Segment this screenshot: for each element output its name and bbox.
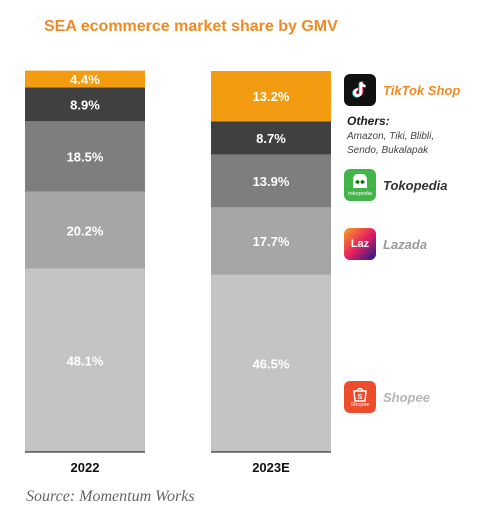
category-label-2023e: 2023E: [252, 460, 290, 475]
legend-item-others: Others: Amazon, Tiki, Blibli, Sendo, Buk…: [347, 114, 467, 158]
lazada-logo-text: Laz: [350, 238, 370, 250]
legend-label-tiktok: TikTok Shop: [383, 82, 461, 98]
legend-item-tokopedia: tokopedia Tokopedia: [344, 169, 448, 201]
legend-label-tokopedia: Tokopedia: [383, 177, 448, 193]
legend-label-lazada: Lazada: [383, 236, 428, 252]
bar-segment-tokopedia-2023e: [211, 154, 331, 208]
data-label: 46.5%: [253, 356, 290, 371]
category-label-2022: 2022: [71, 460, 100, 475]
bar-segment-tokopedia-2022: [25, 121, 145, 192]
tiktok-logo-icon: [344, 74, 376, 106]
data-label: 13.9%: [253, 174, 290, 189]
lazada-logo-icon: Laz: [344, 228, 376, 260]
legend-others-description: Amazon, Tiki, Blibli, Sendo, Bukalapak: [347, 131, 435, 156]
legend-item-tiktok: TikTok Shop: [344, 74, 460, 106]
data-label: 17.7%: [253, 234, 290, 249]
data-label: 8.7%: [256, 131, 286, 146]
legend-item-shopee: S Shopee Shopee: [344, 381, 430, 413]
bar-segment-shopee-2022: [25, 268, 145, 452]
legend-label-shopee: Shopee: [383, 389, 430, 405]
data-label: 18.5%: [67, 150, 104, 165]
bar-segment-lazada-2023e: [211, 207, 331, 275]
data-label: 48.1%: [67, 353, 104, 368]
tokopedia-logo-icon: tokopedia: [344, 169, 376, 201]
bar-segment-tiktok-shop-2022: [25, 70, 145, 88]
tokopedia-logo-text: tokopedia: [348, 190, 372, 197]
bar-segment-others-2022: [25, 87, 145, 122]
source-note: Source: Momentum Works: [26, 488, 195, 505]
data-label: 8.9%: [70, 97, 100, 112]
legend-item-lazada: Laz Lazada: [344, 228, 427, 260]
svg-text:S: S: [358, 394, 363, 401]
shopee-logo-icon: S Shopee: [344, 381, 376, 413]
bar-segment-tiktok-shop-2023e: [211, 71, 331, 122]
bar-segment-others-2023e: [211, 121, 331, 155]
bar-segment-shopee-2023e: [211, 274, 331, 452]
data-label: 4.4%: [70, 72, 100, 87]
data-label: 13.2%: [253, 89, 290, 104]
chart-title: SEA ecommerce market share by GMV: [44, 18, 338, 35]
shopee-logo-text: Shopee: [350, 402, 370, 408]
legend-label-others: Others:: [347, 114, 390, 128]
data-label: 20.2%: [67, 223, 104, 238]
bar-segment-lazada-2022: [25, 191, 145, 269]
